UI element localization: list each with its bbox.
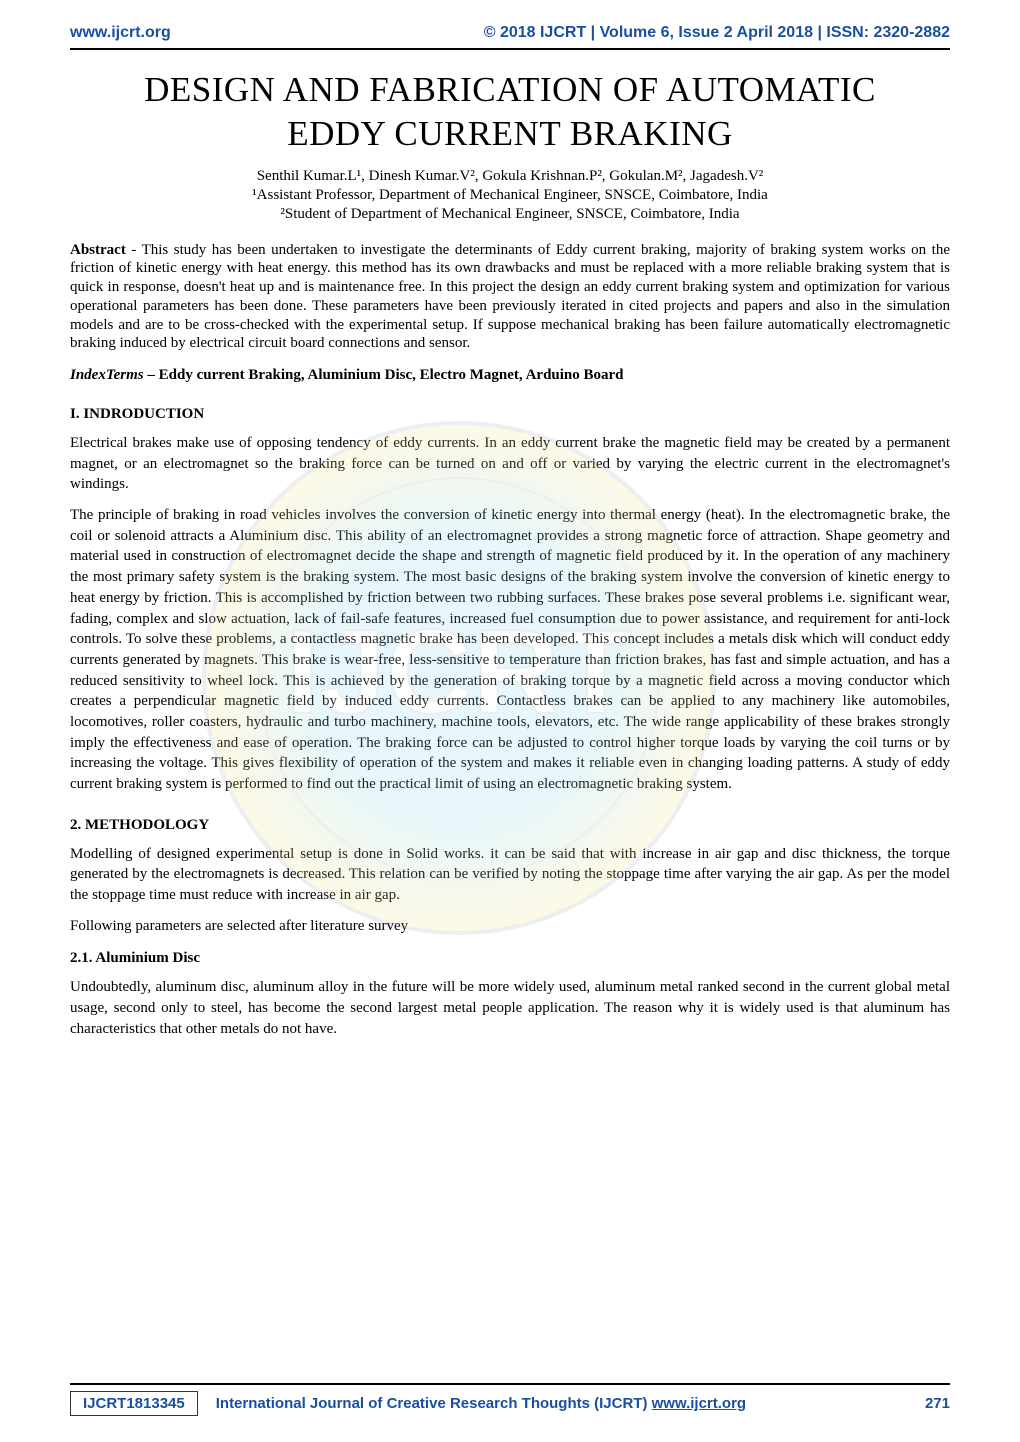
affiliation-1: ¹Assistant Professor, Department of Mech…	[70, 187, 950, 204]
abstract: Abstract - This study has been undertake…	[70, 241, 950, 354]
header-left: www.ijcrt.org	[70, 24, 171, 42]
abstract-label: Abstract	[70, 242, 126, 258]
footer-page-number: 271	[925, 1395, 950, 1412]
section-2-paragraph-1: Modelling of designed experimental setup…	[70, 844, 950, 906]
subsection-2-1-paragraph-1: Undoubtedly, aluminum disc, aluminum all…	[70, 977, 950, 1039]
section-1-paragraph-2: The principle of braking in road vehicle…	[70, 505, 950, 795]
footer-journal-text: International Journal of Creative Resear…	[216, 1395, 652, 1412]
section-1-heading: I. INDRODUCTION	[70, 406, 950, 423]
paper-title: DESIGN AND FABRICATION OF AUTOMATIC EDDY…	[70, 68, 950, 156]
footer-link[interactable]: www.ijcrt.org	[652, 1395, 746, 1412]
index-terms-text: – Eddy current Braking, Aluminium Disc, …	[144, 367, 624, 383]
abstract-text: - This study has been undertaken to inve…	[70, 242, 950, 352]
title-line-1: DESIGN AND FABRICATION OF AUTOMATIC	[144, 70, 876, 109]
header-right: © 2018 IJCRT | Volume 6, Issue 2 April 2…	[484, 24, 950, 42]
section-2-paragraph-2: Following parameters are selected after …	[70, 916, 950, 937]
index-terms: IndexTerms – Eddy current Braking, Alumi…	[70, 367, 950, 384]
footer-journal-name: International Journal of Creative Resear…	[216, 1395, 901, 1412]
title-line-2: EDDY CURRENT BRAKING	[287, 114, 733, 153]
section-1-paragraph-1: Electrical brakes make use of opposing t…	[70, 433, 950, 495]
subsection-2-1-heading: 2.1. Aluminium Disc	[70, 950, 950, 967]
authors: Senthil Kumar.L¹, Dinesh Kumar.V², Gokul…	[70, 168, 950, 185]
footer-paper-id: IJCRT1813345	[70, 1391, 198, 1416]
section-2-heading: 2. METHODOLOGY	[70, 817, 950, 834]
footer-rule	[70, 1383, 950, 1385]
affiliation-2: ²Student of Department of Mechanical Eng…	[70, 206, 950, 223]
header-rule	[70, 48, 950, 50]
index-terms-label: IndexTerms	[70, 367, 144, 383]
